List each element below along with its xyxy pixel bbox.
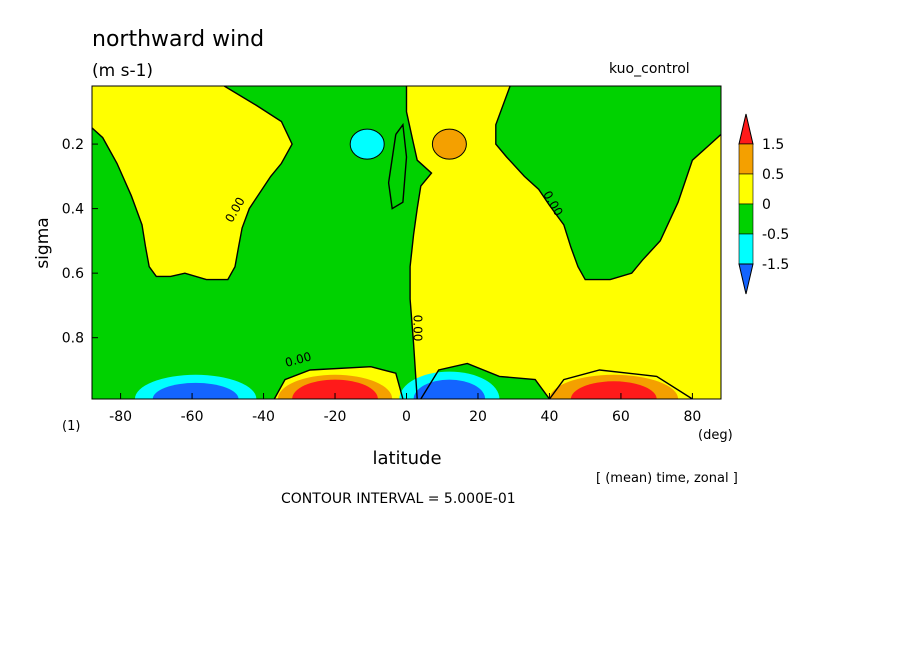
- cell-north-positive-band-1: [570, 381, 657, 399]
- colorbar-segment-3: [738, 203, 754, 235]
- contour-label-2: 0.00: [411, 315, 425, 342]
- contour-lines: [92, 86, 721, 399]
- chart-units: (m s-1): [92, 61, 153, 81]
- panel-index: (1): [62, 419, 80, 434]
- colorbar-legend: 1.5 0.5 0 -0.5 -1.5: [738, 113, 789, 295]
- contour-zero-sliver: [387, 122, 408, 210]
- colorbar-segment-4: [738, 233, 754, 265]
- plot-area: [92, 86, 721, 399]
- small-feature-0: [349, 128, 385, 160]
- x-tick-label-0: -80: [109, 409, 132, 425]
- region-yellow-south: [92, 86, 293, 280]
- x-tick-label-1: -60: [181, 409, 204, 425]
- x-unit: (deg): [698, 428, 733, 443]
- x-tick-label-4: 0: [402, 409, 411, 425]
- colorbar-label-3: -0.5: [762, 227, 789, 243]
- colorbar-segment-1: [738, 143, 754, 175]
- contour-zero-ne: [420, 362, 551, 399]
- chart-title: northward wind: [92, 27, 264, 52]
- y-tick-label-0: 0.2: [62, 137, 84, 153]
- contour-interval: CONTOUR INTERVAL = 5.000E-01: [281, 491, 516, 507]
- y-tick-label-1: 0.4: [62, 202, 84, 218]
- x-tick-label-7: 60: [612, 409, 630, 425]
- cell-south-negative-band-2: [152, 382, 239, 399]
- x-axis-label: latitude: [372, 448, 441, 469]
- region-yellow-north: [406, 86, 721, 399]
- colorbar-label-1: 0.5: [762, 167, 784, 183]
- y-tick-label-3: 0.8: [62, 331, 84, 347]
- small-feature-1: [431, 128, 467, 160]
- x-tick-label-8: 80: [683, 409, 701, 425]
- x-tick-label-5: 20: [469, 409, 487, 425]
- colorbar-label-4: -1.5: [762, 257, 789, 273]
- contour-zero-equator: [405, 86, 433, 399]
- contour-label-3: 0.00: [284, 349, 313, 369]
- contour-zero-north: [495, 86, 721, 281]
- cell-south-positive-band-1: [292, 379, 378, 399]
- cell-north-negative-band-1: [413, 379, 486, 399]
- x-tick-label-6: 40: [541, 409, 559, 425]
- colorbar-label-2: 0: [762, 197, 771, 213]
- colorbar-segment-2: [738, 173, 754, 205]
- x-tick-label-3: -20: [324, 409, 347, 425]
- run-name: kuo_control: [609, 61, 690, 77]
- x-axis: -80 -60 -40 -20 0 20 40 60 80: [109, 393, 701, 425]
- region-green-sliver: [388, 124, 407, 209]
- y-axis-label: sigma: [33, 217, 53, 268]
- contour-zero-ss: [273, 365, 404, 399]
- colorbar-bottom-arrow: [738, 263, 754, 295]
- contour-zero-ns: [548, 369, 693, 399]
- averaging-note: [ (mean) time, zonal ]: [596, 471, 738, 486]
- contour-zero-south: [92, 86, 293, 281]
- y-tick-label-2: 0.6: [62, 266, 84, 282]
- colorbar-label-0: 1.5: [762, 137, 784, 153]
- y-axis: 0.2 0.4 0.6 0.8: [62, 137, 98, 347]
- colorbar-top-arrow: [738, 113, 754, 145]
- x-tick-label-2: -40: [252, 409, 275, 425]
